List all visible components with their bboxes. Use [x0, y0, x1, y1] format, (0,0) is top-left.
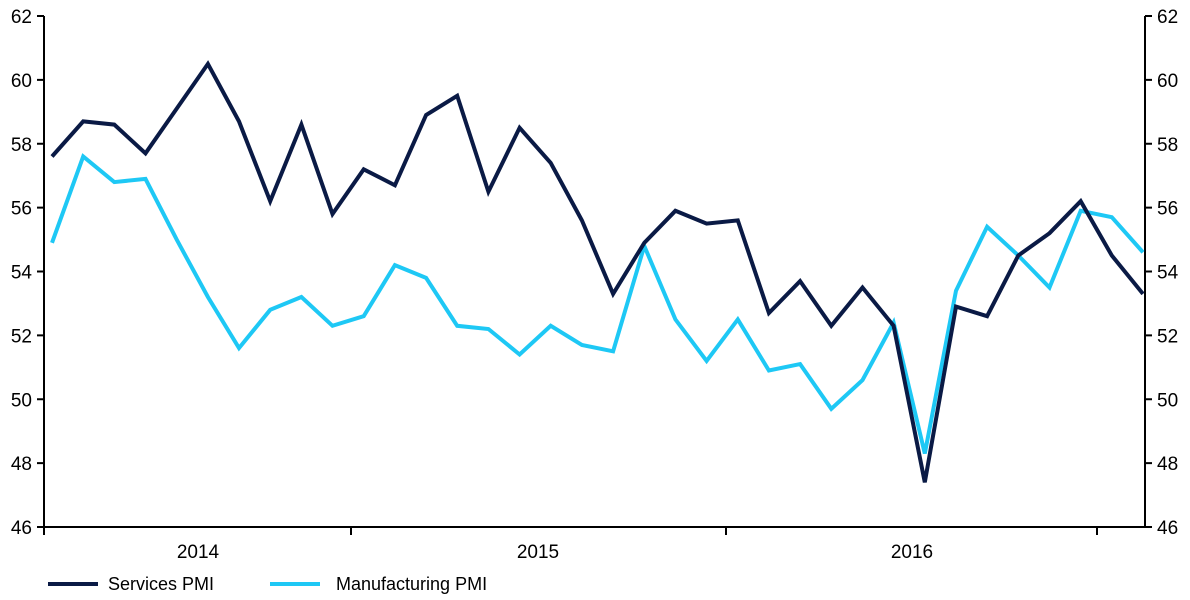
x-axis-year-labels: 2014 2015 2016 — [177, 542, 933, 563]
legend: Services PMI Manufacturing PMI — [48, 574, 487, 594]
y-tick-label-left-52: 52 — [11, 326, 32, 347]
y-tick-label-left-60: 60 — [11, 71, 32, 92]
series-lines — [50, 60, 1145, 483]
series-line-manufacturing-pmi — [50, 153, 1145, 454]
y-tick-label-left-58: 58 — [11, 135, 32, 156]
y-tick-label-right-60: 60 — [1157, 71, 1178, 92]
y-tick-label-right-54: 54 — [1157, 263, 1179, 284]
y-axis-left-labels: 46 48 50 52 54 56 58 60 62 — [11, 7, 33, 539]
y-tick-label-left-56: 56 — [11, 199, 32, 220]
y-tick-label-right-62: 62 — [1157, 7, 1178, 28]
x-tick-label-2015: 2015 — [517, 542, 559, 563]
y-tick-label-right-46: 46 — [1157, 518, 1178, 539]
y-tick-label-right-58: 58 — [1157, 135, 1178, 156]
legend-label-manufacturing: Manufacturing PMI — [336, 574, 487, 594]
legend-label-services: Services PMI — [108, 574, 214, 594]
y-tick-label-right-48: 48 — [1157, 454, 1178, 475]
y-tick-label-left-54: 54 — [11, 263, 33, 284]
y-tick-label-right-50: 50 — [1157, 390, 1178, 411]
x-tick-label-2014: 2014 — [177, 542, 220, 563]
y-tick-label-left-46: 46 — [11, 518, 32, 539]
series-line-services-pmi — [50, 60, 1145, 483]
x-tick-label-2016: 2016 — [891, 542, 933, 563]
y-tick-label-right-52: 52 — [1157, 326, 1178, 347]
y-axis-right-labels: 46 48 50 52 54 56 58 60 62 — [1157, 7, 1179, 539]
y-tick-label-left-50: 50 — [11, 390, 32, 411]
axes — [37, 15, 1152, 535]
y-tick-label-left-48: 48 — [11, 454, 32, 475]
y-tick-label-right-56: 56 — [1157, 199, 1178, 220]
y-tick-label-left-62: 62 — [11, 7, 32, 28]
